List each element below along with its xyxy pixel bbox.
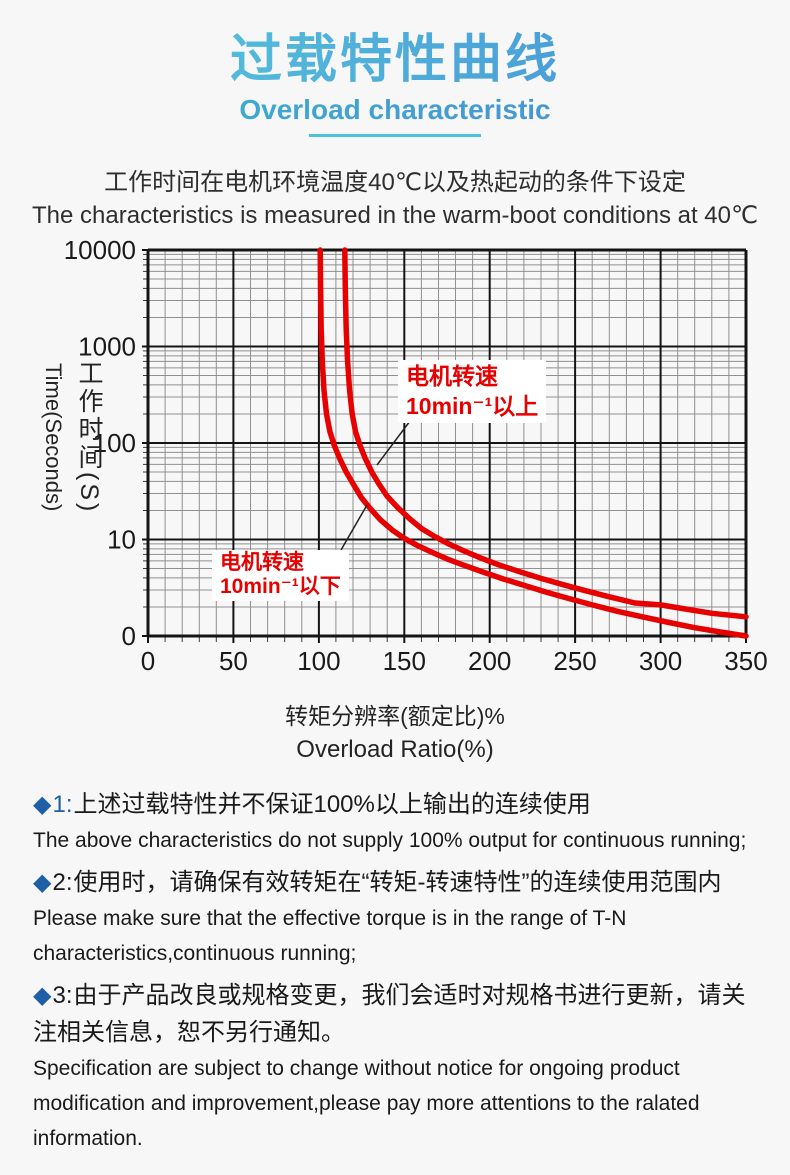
- measurement-conditions: 工作时间在电机环境温度40℃以及热起动的条件下设定 The characteri…: [0, 166, 790, 232]
- note-1-en: The above characteristics do not supply …: [33, 829, 747, 852]
- chart-area: 0 50 100 150 200 250 300 350 10000 1000 100 10 0 Tim…: [0, 240, 790, 700]
- note-cn-text: 使用时，请确保有效转矩在“转矩-转速特性”的连续使用范围内: [73, 869, 722, 896]
- conditions-cn: 工作时间在电机环境温度40℃以及热起动的条件下设定: [104, 169, 686, 196]
- diamond-icon: ◆: [33, 982, 52, 1009]
- curve-speed-above-10: [342, 247, 749, 620]
- note-2-cn: ◆2:使用时，请确保有效转矩在“转矩-转速特性”的连续使用范围内: [33, 864, 759, 901]
- curve-speed-below-10: [317, 247, 749, 639]
- page-title: 过载特性曲线: [0, 30, 790, 90]
- x-tick-label: 50: [219, 646, 248, 676]
- y-tick-label: 100: [93, 428, 136, 458]
- diamond-icon: ◆: [33, 869, 52, 896]
- x-tick-label: 150: [383, 646, 426, 676]
- y-tick-label: 10000: [64, 240, 136, 265]
- header: 过载特性曲线 Overload characteristic: [0, 0, 790, 137]
- note-3-en: Specification are subject to change with…: [33, 1057, 700, 1150]
- x-tick-label: 250: [553, 646, 596, 676]
- x-tick-label: 200: [468, 646, 511, 676]
- x-axis-caption: 转矩分辨率(额定比)% Overload Ratio(%): [0, 700, 790, 768]
- note-3-cn: ◆3:由于产品改良或规格变更，我们会适时对规格书进行更新，请关注相关信息，恕不另…: [33, 977, 759, 1051]
- note-number: 2:: [52, 869, 73, 896]
- notes: ◆1:上述过载特性并不保证100%以上输出的连续使用 The above char…: [33, 780, 759, 1156]
- curve-label-below: 电机转速 10min⁻¹以下: [212, 550, 349, 601]
- x-tick-label: 100: [297, 646, 340, 676]
- note-number: 3:: [52, 982, 73, 1009]
- y-tick-label: 0: [122, 621, 136, 651]
- y-tick-label: 1000: [78, 332, 136, 362]
- y-axis-label: Time(Seconds) 工作时间(S): [40, 352, 107, 522]
- page-subtitle: Overload characteristic: [0, 92, 790, 128]
- y-axis-label-cn: 工作时间(S): [75, 359, 103, 515]
- x-axis-caption-cn: 转矩分辨率(额定比)%: [285, 703, 505, 729]
- x-tick-label: 0: [141, 646, 155, 676]
- y-tick-label: 10: [107, 525, 136, 555]
- note-2-en: Please make sure that the effective torq…: [33, 907, 627, 965]
- note-cn-text: 由于产品改良或规格变更，我们会适时对规格书进行更新，请关注相关信息，恕不另行通知…: [33, 982, 746, 1046]
- title-underline: [309, 134, 481, 137]
- conditions-en: The characteristics is measured in the w…: [32, 202, 758, 229]
- x-axis-caption-en: Overload Ratio(%): [296, 736, 494, 763]
- note-1-cn: ◆1:上述过载特性并不保证100%以上输出的连续使用: [33, 786, 759, 823]
- diamond-icon: ◆: [33, 791, 52, 818]
- note-number: 1:: [52, 791, 73, 818]
- curve-label-above: 电机转速 10min⁻¹以上: [398, 360, 547, 423]
- x-tick-label: 300: [639, 646, 682, 676]
- x-tick-label: 350: [724, 646, 767, 676]
- y-axis-label-en: Time(Seconds): [41, 362, 66, 512]
- note-cn-text: 上述过载特性并不保证100%以上输出的连续使用: [73, 791, 591, 818]
